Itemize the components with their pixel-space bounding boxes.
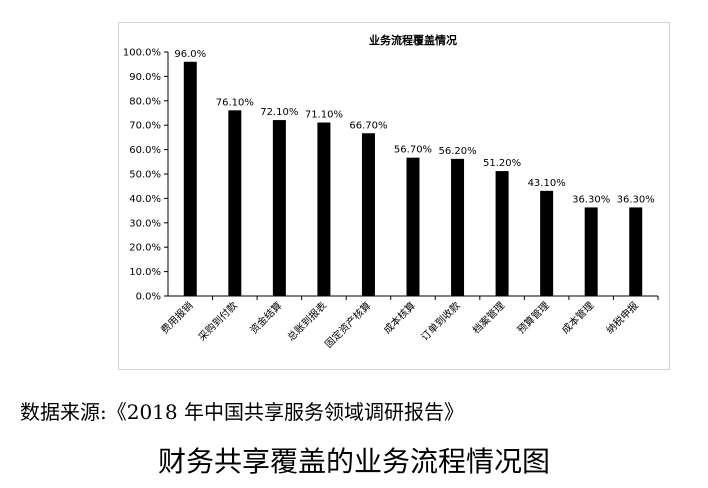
bar [183,61,197,297]
bar [272,120,286,297]
chart-title: 业务流程覆盖情况 [369,33,457,47]
data-source-note: 数据来源:《2018 年中国共享服务领域调研报告》 [20,400,464,424]
data-label: 76.10% [216,97,254,108]
data-label: 72.10% [260,107,298,118]
bar [228,110,242,296]
x-tick-label: 固定资产核算 [322,299,374,351]
y-tick-label: 70.0% [129,121,161,132]
x-tick-label: 档案管理 [470,299,507,336]
y-tick-label: 20.0% [129,243,161,254]
bar [540,190,554,296]
y-tick-label: 30.0% [129,218,161,229]
x-tick-label: 总账到报表 [284,299,329,344]
bar [406,157,420,296]
y-tick-label: 10.0% [129,267,161,278]
y-tick-label: 100.0% [123,48,161,59]
bar [584,207,598,296]
x-tick-label: 预算管理 [514,299,551,336]
bar [451,158,465,296]
data-label: 36.30% [617,194,655,205]
data-label: 96.0% [174,49,206,60]
data-label: 36.30% [572,194,610,205]
x-tick-label: 成本管理 [559,299,596,336]
bar [629,207,643,296]
x-tick-label: 成本核算 [381,299,418,336]
x-tick-label: 采购到付款 [195,299,240,344]
y-tick-label: 40.0% [129,194,161,205]
x-tick-label: 费用报销 [158,299,195,336]
y-tick-label: 60.0% [129,145,161,156]
data-label: 71.10% [305,110,343,121]
data-label: 51.20% [483,158,521,169]
figure-caption: 财务共享覆盖的业务流程情况图 [157,445,550,478]
y-tick-label: 0.0% [136,292,161,303]
bar-chart: 业务流程覆盖情况 0.0% 10.0% 20.0% 30.0% 40.0% 50.0% 60.… [123,33,659,351]
data-label: 66.70% [349,120,387,131]
x-tick-label: 订单到收款 [418,299,463,344]
data-label: 56.70% [394,145,432,156]
data-label: 43.10% [528,178,566,189]
bar [361,133,375,296]
y-tick-label: 50.0% [129,170,161,181]
x-tick-label: 纳税申报 [603,299,640,336]
y-tick-label: 90.0% [129,72,161,83]
y-tick-label: 80.0% [129,96,161,107]
chart-frame [118,22,670,370]
data-label: 56.20% [438,146,476,157]
x-tick-label: 资金结算 [247,299,284,336]
bar [495,171,509,296]
bar [317,122,331,297]
